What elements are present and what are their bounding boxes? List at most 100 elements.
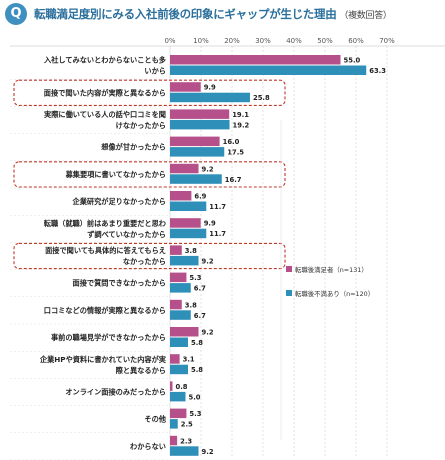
bar-dissatisfied: [170, 228, 207, 239]
x-tick-label: 50%: [317, 37, 333, 45]
bar-satisfied: [170, 55, 341, 65]
data-label: 2.5: [181, 421, 193, 429]
category-label-line: 面接で聞いても具体的に答えてもらえ: [45, 246, 166, 255]
category-label: 転職（就職）前はあまり重要だと思わず調べていなかったから: [44, 219, 166, 239]
category-label: わからない: [130, 442, 166, 451]
bar-dissatisfied: [170, 283, 191, 293]
category-label: 面接で質問できなかったから: [73, 279, 166, 288]
category-label: 募集要項に書いてなかったから: [65, 170, 166, 179]
data-label: 16.0: [223, 138, 240, 146]
category-label: 面接で聞いても具体的に答えてもらえなかったから: [45, 246, 166, 266]
x-tick-label: 60%: [348, 37, 364, 45]
chart-title: 転職満足度別にみる入社前後の印象にギャップが生じた理由 （複数回答）: [34, 6, 392, 22]
data-label: 6.7: [194, 285, 206, 293]
bar-dissatisfied: [170, 419, 178, 429]
data-label: 3.8: [185, 301, 197, 309]
data-label: 9.2: [202, 329, 214, 337]
data-label: 3.8: [185, 247, 197, 255]
data-label: 0.8: [175, 383, 187, 391]
title-text: 転職満足度別にみる入社前後の印象にギャップが生じた理由: [34, 7, 337, 21]
x-tick-label: 70%: [379, 37, 395, 45]
data-label: 9.9: [204, 84, 216, 92]
highlight-box: [13, 79, 286, 106]
bar-satisfied: [170, 354, 180, 364]
bar-satisfied: [170, 136, 220, 147]
data-label: 6.7: [194, 312, 206, 320]
bar-satisfied: [170, 435, 178, 446]
legend-swatch-satisfied: [286, 266, 292, 272]
legend-swatch-dissatisfied: [286, 290, 292, 296]
x-tick-label: 40%: [286, 37, 302, 45]
bar-satisfied: [170, 218, 201, 228]
category-label: 口コミなどの情報が実際と異なるから: [44, 306, 166, 315]
legend-label: 転職後不満あり（n=120）: [295, 289, 374, 298]
category-label-line: けなかったから: [116, 121, 166, 130]
bar-dissatisfied: [170, 119, 230, 130]
question-badge: Q: [5, 3, 27, 25]
data-label: 9.2: [202, 257, 214, 265]
data-label: 17.5: [227, 149, 244, 157]
category-label: 面接で聞いた内容が実際と異なるから: [44, 88, 166, 97]
data-label: 3.1: [183, 356, 195, 364]
category-label: 企業研究が足りなかったから: [72, 197, 166, 206]
data-label: 25.8: [253, 94, 270, 102]
x-tick-label: 30%: [255, 37, 271, 45]
category-label-line: 企業HPや資料に書かれていた内容が実: [39, 355, 167, 364]
highlight-box: [13, 242, 286, 270]
bar-satisfied: [170, 327, 199, 337]
category-label: 企業HPや資料に書かれていた内容が実際と異なるから: [39, 355, 167, 375]
data-label: 55.0: [344, 57, 361, 65]
x-tick-label: 10%: [193, 37, 209, 45]
category-label: オンライン面接のみだったから: [65, 388, 166, 397]
bar-dissatisfied: [170, 255, 199, 266]
data-label: 9.2: [202, 448, 214, 456]
bar-dissatisfied: [170, 446, 199, 456]
title-note: （複数回答）: [339, 11, 392, 21]
category-label: その他: [144, 415, 166, 424]
bar-satisfied: [170, 109, 230, 119]
highlight-box: [13, 161, 286, 188]
bar-satisfied: [170, 191, 192, 201]
bar-dissatisfied: [170, 364, 188, 375]
legend-label: 転職後満足者（n=131）: [295, 265, 368, 274]
x-tick-label: 20%: [224, 37, 240, 45]
data-label: 5.0: [189, 393, 201, 401]
category-label: 入社してみないとわからないことも多いから: [43, 56, 166, 76]
bar-dissatisfied: [170, 337, 188, 347]
x-tick-label: 0%: [164, 37, 175, 45]
data-label: 5.3: [189, 274, 201, 282]
bar-satisfied: [170, 272, 187, 283]
category-label: 事前の職場見学ができなかったから: [51, 333, 166, 342]
data-label: 11.7: [209, 230, 226, 238]
category-label-line: ず調べていなかったから: [87, 230, 166, 239]
data-label: 6.9: [194, 193, 206, 201]
bar-dissatisfied: [170, 201, 207, 211]
data-label: 11.7: [209, 203, 226, 211]
data-label: 19.1: [232, 111, 249, 119]
category-label: 実際に働いている人の話や口コミを聞けなかったから: [44, 110, 166, 130]
category-label-line: 実際に働いている人の話や口コミを聞: [44, 110, 166, 119]
bar-dissatisfied: [170, 310, 191, 320]
bar-satisfied: [170, 381, 173, 391]
data-label: 63.3: [369, 67, 386, 75]
data-label: 5.3: [189, 410, 201, 418]
bar-dissatisfied: [170, 65, 367, 75]
data-label: 5.8: [191, 339, 203, 347]
data-label: 2.3: [180, 437, 192, 445]
category-label: 想像が甘かったから: [100, 143, 166, 152]
bar-dissatisfied: [170, 147, 225, 157]
bar-dissatisfied: [170, 92, 250, 103]
data-label: 5.8: [191, 366, 203, 374]
data-label: 16.7: [225, 176, 242, 184]
category-label-line: 際と異なるから: [116, 366, 166, 375]
bar-satisfied: [170, 299, 182, 310]
bar-satisfied: [170, 82, 201, 92]
data-label: 9.2: [202, 165, 214, 173]
category-label-line: 転職（就職）前はあまり重要だと思わ: [44, 219, 166, 228]
header: Q 転職満足度別にみる入社前後の印象にギャップが生じた理由 （複数回答）: [0, 0, 445, 30]
data-label: 19.2: [233, 121, 250, 129]
data-label: 9.9: [204, 220, 216, 228]
category-label-line: いから: [144, 67, 166, 76]
category-label-line: 入社してみないとわからないことも多: [43, 56, 166, 65]
